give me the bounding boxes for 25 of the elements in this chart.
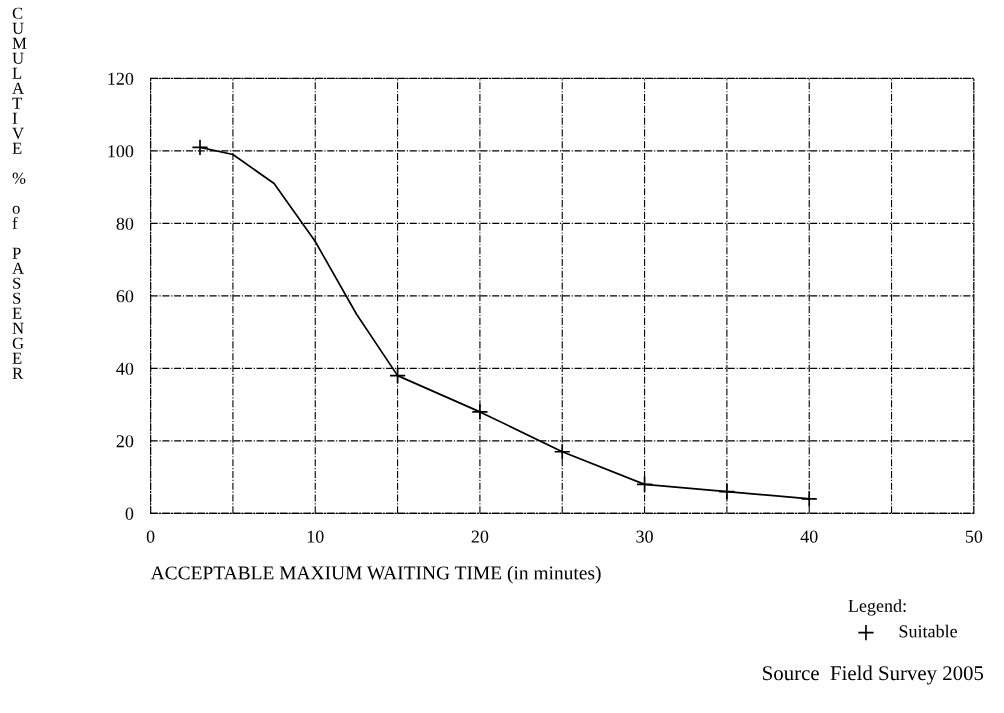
- y-tick-label: 40: [116, 362, 134, 375]
- point: [718, 483, 736, 501]
- point: [389, 367, 407, 385]
- text: CUMULATIVE % of PASSENGER: [12, 7, 27, 379]
- y-tick-label: 60: [116, 290, 134, 303]
- y-tick-label: 20: [116, 435, 134, 448]
- x-tick-label: 50: [965, 530, 983, 543]
- legend-label: Suitable: [899, 624, 957, 638]
- x-axis-title: ACCEPTABLE MAXIUM WAITING TIME (in minutes): [150, 565, 601, 584]
- y-tick-label: 100: [108, 145, 134, 158]
- x-tick-label: 30: [636, 530, 653, 543]
- y-tick-label: 0: [125, 507, 134, 520]
- point: [636, 475, 654, 493]
- point: [800, 490, 818, 508]
- x-tick-label: 20: [471, 530, 489, 543]
- point: [471, 403, 489, 421]
- point: [553, 443, 571, 461]
- x-tick-label: 10: [307, 530, 324, 543]
- point: [191, 138, 209, 156]
- x-tick-label: 0: [146, 530, 155, 543]
- y-tick-label: 120: [108, 72, 134, 85]
- y-tick-label: 80: [116, 217, 134, 230]
- legend-title: Legend:: [848, 599, 906, 616]
- x-tick-label: 40: [800, 530, 818, 543]
- source-note: Source Field Survey 2005: [763, 665, 984, 685]
